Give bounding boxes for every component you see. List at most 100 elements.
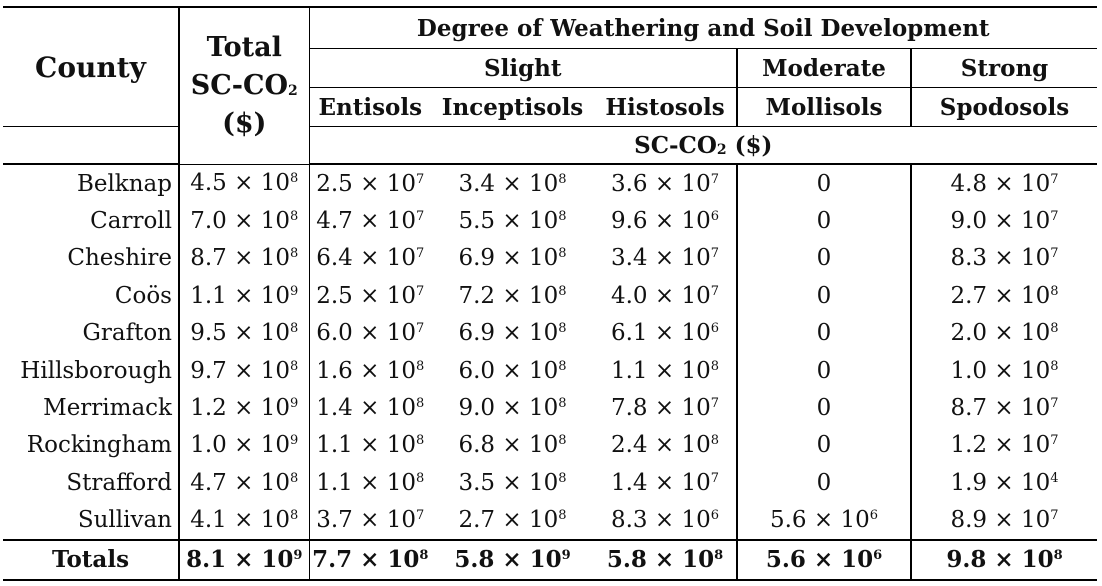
cell-mantissa: 7.7 × 10 — [312, 546, 420, 574]
cell-histosols: 9.6 × 106 — [594, 202, 737, 239]
cell-exponent: 9 — [293, 548, 303, 564]
cell-county: Belknap — [3, 164, 180, 203]
cell-exponent: 8 — [558, 358, 567, 374]
cell-mollisols: 0 — [736, 202, 912, 240]
cell-mantissa: 1.0 × 10 — [950, 357, 1051, 384]
cell-total: 4.1 × 108 — [179, 501, 310, 540]
cell-mantissa: 3.4 × 10 — [458, 170, 559, 197]
header-total-line1: Total — [206, 31, 282, 63]
cell-mantissa: 0 — [816, 469, 832, 496]
cell-mantissa: 1.4 × 10 — [316, 395, 416, 422]
cell-entisols: 3.7 × 107 — [309, 502, 431, 540]
cell-mantissa: 2.7 × 10 — [458, 507, 559, 534]
cell-inceptisols: 6.0 × 108 — [431, 352, 594, 389]
cell-exponent: 8 — [289, 508, 299, 524]
cell-mantissa: 6.4 × 10 — [316, 245, 416, 272]
cell-mantissa: 8.1 × 10 — [186, 546, 294, 574]
cell-mantissa: 6.8 × 10 — [458, 432, 559, 459]
cell-exponent: 8 — [415, 470, 425, 486]
cell-spodosols: 9.0 × 107 — [911, 202, 1097, 239]
cell-exponent: 7 — [1050, 396, 1059, 412]
cell-exponent: 8 — [415, 396, 425, 412]
cell-exponent: 7 — [1050, 171, 1059, 187]
cell-mollisols: 0 — [736, 314, 912, 352]
cell-mantissa: 8.3 × 10 — [610, 507, 711, 534]
cell-entisols: 1.4 × 108 — [309, 389, 431, 426]
cell-mollisols: 0 — [736, 239, 912, 278]
cell-mantissa: 8.3 × 10 — [950, 245, 1051, 272]
cell-mantissa: 4.8 × 10 — [950, 170, 1051, 197]
cell-inceptisols: 6.8 × 108 — [431, 427, 594, 464]
cell-exponent: 7 — [415, 171, 425, 187]
table-row: Merrimack 1.2 × 109 1.4 × 108 9.0 × 108 7.8 … — [3, 389, 1097, 427]
cell-exponent: 8 — [1053, 548, 1063, 564]
cell-mantissa: 4.5 × 10 — [190, 170, 290, 197]
cell-mantissa: 6.9 × 10 — [458, 320, 559, 347]
header-county: County — [3, 6, 180, 127]
cell-histosols: 8.3 × 106 — [594, 502, 737, 540]
cell-exponent: 9 — [289, 433, 299, 449]
cell-histosols: 4.0 × 107 — [594, 277, 737, 314]
cell-mollisols: 0 — [736, 389, 912, 427]
cell-exponent: 4 — [1050, 470, 1059, 486]
header-mollisols: Mollisols — [737, 87, 912, 127]
cell-spodosols: 8.3 × 107 — [911, 240, 1097, 277]
cell-mantissa: 8.7 × 10 — [950, 395, 1051, 422]
cell-spodosols: 1.0 × 108 — [911, 352, 1097, 389]
cell-exponent: 8 — [289, 209, 299, 225]
cell-mantissa: 1.9 × 10 — [950, 469, 1051, 496]
cell-exponent: 7 — [1050, 209, 1059, 225]
cell-exponent: 8 — [1050, 358, 1059, 374]
cell-histosols: 3.4 × 107 — [594, 240, 737, 277]
cell-mantissa: 5.8 × 10 — [606, 546, 715, 574]
cell-inceptisols: 5.8 × 109 — [431, 538, 594, 581]
header-entisols: Entisols — [318, 93, 423, 121]
header-total-sub: 2 — [287, 82, 298, 99]
cell-mantissa: 7.8 × 10 — [610, 395, 711, 422]
cell-exponent: 6 — [710, 321, 720, 337]
header-strong: Strong — [911, 48, 1097, 88]
cell-mantissa: 7.0 × 10 — [190, 208, 290, 235]
cell-histosols: 2.4 × 108 — [594, 427, 737, 464]
cell-mantissa: 9.0 × 10 — [458, 395, 559, 422]
table-row: Cheshire 8.7 × 108 6.4 × 107 6.9 × 108 3.4 ×… — [3, 239, 1097, 278]
cell-inceptisols: 9.0 × 108 — [431, 389, 594, 426]
sc-co2-table: County Total SC-CO2 ($) Degree of Weathe… — [3, 6, 1097, 581]
cell-exponent: 7 — [415, 209, 425, 225]
cell-county: Totals — [3, 538, 180, 581]
header-total-line3: ($) — [222, 107, 267, 139]
cell-mantissa: 0 — [816, 320, 832, 347]
table-row: Strafford 4.7 × 108 1.1 × 108 3.5 × 108 1.4 … — [3, 464, 1097, 502]
cell-total: 1.1 × 109 — [179, 277, 310, 315]
cell-entisols: 1.1 × 108 — [309, 427, 431, 464]
cell-exponent: 8 — [558, 396, 567, 412]
cell-exponent: 8 — [558, 470, 567, 486]
cell-exponent: 7 — [415, 283, 425, 299]
cell-exponent: 7 — [415, 246, 425, 262]
cell-spodosols: 1.9 × 104 — [911, 464, 1097, 501]
cell-total: 1.2 × 109 — [179, 389, 310, 427]
cell-mantissa: 2.4 × 10 — [610, 432, 711, 459]
cell-total: 9.7 × 108 — [179, 351, 310, 390]
cell-exponent: 7 — [1050, 433, 1059, 449]
cell-mollisols: 0 — [736, 277, 912, 315]
cell-exponent: 6 — [869, 508, 879, 524]
cell-spodosols: 9.8 × 108 — [911, 538, 1097, 581]
totals-row: Totals 8.1 × 109 7.7 × 108 5.8 × 109 5.8 × 1… — [3, 538, 1097, 581]
cell-county: Hillsborough — [3, 351, 180, 390]
cell-mantissa: 5.6 × 10 — [765, 546, 874, 574]
cell-histosols: 6.1 × 106 — [594, 315, 737, 352]
cell-mantissa: 9.7 × 10 — [190, 357, 290, 384]
cell-exponent: 9 — [561, 548, 571, 564]
header-degree: Degree of Weathering and Soil Developmen… — [309, 6, 1097, 49]
cell-total: 1.0 × 109 — [179, 426, 310, 465]
cell-mantissa: 1.2 × 10 — [950, 432, 1051, 459]
cell-spodosols: 2.0 × 108 — [911, 315, 1097, 352]
header-unit-tail: ($) — [726, 131, 773, 159]
cell-mantissa: 6.1 × 10 — [610, 320, 711, 347]
cell-county: Rockingham — [3, 426, 180, 465]
header-unit-sub: 2 — [716, 141, 727, 158]
header-unit: SC-CO2 ($) — [309, 126, 1097, 165]
table-row: Sullivan 4.1 × 108 3.7 × 107 2.7 × 108 8.3 ×… — [3, 501, 1097, 540]
cell-inceptisols: 2.7 × 108 — [431, 502, 594, 540]
